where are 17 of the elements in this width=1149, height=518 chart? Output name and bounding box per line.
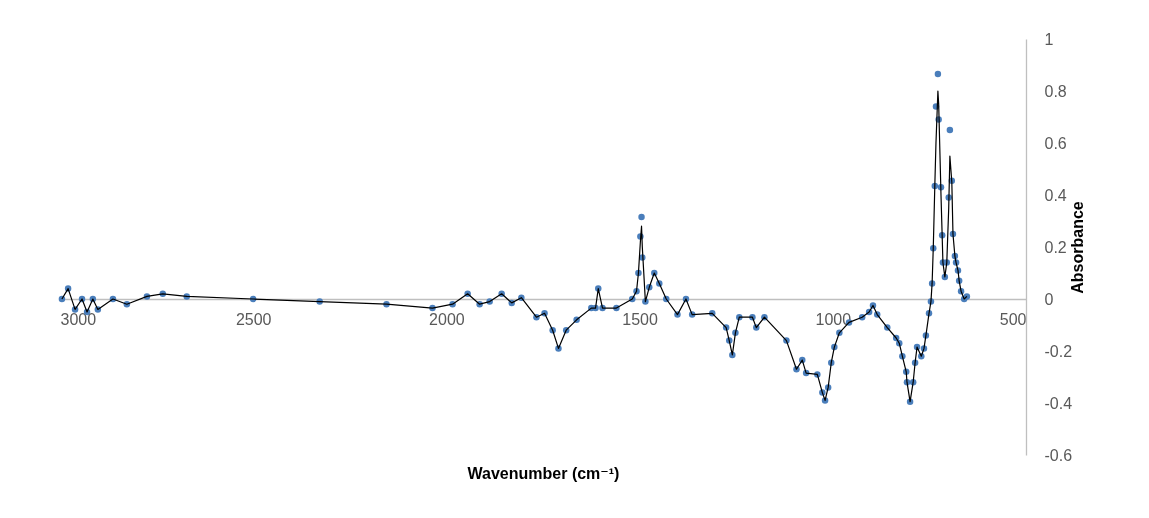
x-tick-label: 1000 <box>815 310 852 328</box>
y-tick-label: -0.2 <box>1044 342 1073 360</box>
y-tick-label: 0.8 <box>1044 82 1067 100</box>
x-tick-label: 2000 <box>429 310 465 328</box>
y-tick-label: 0 <box>1044 290 1054 308</box>
x-axis-title: Wavenumber (cm⁻¹) <box>467 464 620 482</box>
y-tick-label: 0.6 <box>1044 134 1067 152</box>
y-tick-label: -0.4 <box>1044 394 1073 412</box>
y-tick-label: 1 <box>1044 30 1054 48</box>
x-tick-label: 2500 <box>235 310 272 328</box>
y-axis-title: Absorbance <box>1069 201 1087 294</box>
y-tick-label: 0.2 <box>1044 238 1067 256</box>
x-tick-label: 500 <box>999 310 1027 328</box>
x-tick-label: 3000 <box>60 310 97 328</box>
y-tick-label: 0.4 <box>1044 186 1067 204</box>
y-tick-label: -0.6 <box>1044 446 1073 464</box>
x-tick-label: 1500 <box>622 310 658 328</box>
